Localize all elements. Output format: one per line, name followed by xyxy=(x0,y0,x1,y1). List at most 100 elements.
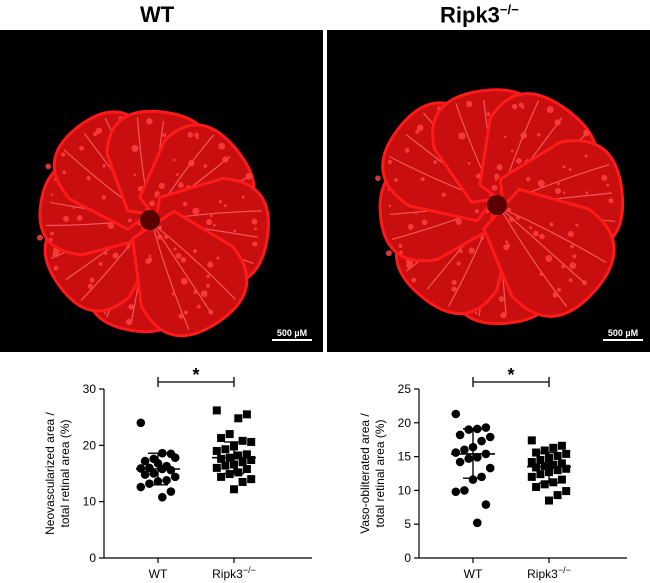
plot1-point xyxy=(553,466,562,475)
retina-ko-lobes xyxy=(375,88,625,326)
plot0-point xyxy=(221,461,230,470)
plot1-point xyxy=(536,455,545,464)
plot0-point xyxy=(238,458,247,467)
plot0-point xyxy=(234,451,243,460)
plot1-error-bar xyxy=(451,428,495,479)
plot1-point xyxy=(532,448,541,457)
plot0-point xyxy=(242,410,251,419)
plot1-ytick-label: 10 xyxy=(398,483,412,497)
plot1-point xyxy=(557,459,566,468)
panel-title-wt: WT xyxy=(140,2,175,27)
plot0-point xyxy=(247,437,256,446)
plot0-point xyxy=(225,430,234,439)
plot1-point xyxy=(473,452,482,462)
plot1-point xyxy=(549,460,558,469)
plot0-point xyxy=(136,418,146,428)
scale-bar-wt: 500 µM xyxy=(272,328,312,341)
panel-title-ripk3: Ripk3−/− xyxy=(440,2,519,28)
plot1-point xyxy=(464,454,473,463)
retina-micrograph-wt: 500 µM xyxy=(0,30,323,352)
plot0-point xyxy=(221,445,230,454)
retina-flatmount-ripk3 xyxy=(375,88,625,326)
plot0-point xyxy=(166,487,176,496)
plot1-point xyxy=(477,436,486,446)
neovascularized-area-plot: Neovascularized area / total retinal area… xyxy=(43,365,312,581)
plot0-point xyxy=(212,446,221,455)
retina-wt-lobe xyxy=(130,209,249,338)
plot1-ylabel-line: Vaso-obliterated area / xyxy=(358,413,372,534)
plot1-category-label: Ripk3−/− xyxy=(527,565,571,581)
plot1-point xyxy=(540,480,549,489)
retina-wt-optic-disc xyxy=(140,210,160,230)
plot0-ytick-label: 20 xyxy=(83,438,97,452)
plot1-ytick-label: 0 xyxy=(404,551,411,565)
plot0-point xyxy=(238,436,247,445)
plot1-ytick-label: 15 xyxy=(398,450,412,464)
plot0-point xyxy=(162,475,171,485)
retina-wt-lobes xyxy=(36,109,270,338)
plot0-point xyxy=(242,464,251,473)
plot0-point xyxy=(247,475,256,484)
plot0-category-label: Ripk3−/− xyxy=(212,565,256,581)
plot1-point xyxy=(562,487,571,496)
plot0-point xyxy=(238,477,247,486)
plot1-ytick-label: 20 xyxy=(398,416,412,430)
plot0-point xyxy=(140,470,150,479)
plot1-point xyxy=(527,436,536,445)
retina-micrograph-ripk3: 500 µM xyxy=(327,30,650,352)
plot0-point xyxy=(247,455,256,464)
plot1-point xyxy=(549,443,558,452)
plot1-point xyxy=(540,446,549,455)
retina-flatmount-wt xyxy=(36,109,270,338)
plot1-point xyxy=(455,430,465,440)
plot0-ytick-label: 0 xyxy=(89,551,96,565)
plot0-ylabel-line: Neovascularized area / xyxy=(43,411,57,534)
plot1-ylabel-line: total retinal area (%) xyxy=(373,419,387,527)
plot0-point xyxy=(149,469,158,478)
plot0-point xyxy=(166,465,176,475)
plot1-point xyxy=(536,470,545,479)
plot0-point xyxy=(217,454,226,463)
plot1-point xyxy=(468,475,478,484)
plot0-ytick-label: 30 xyxy=(83,382,97,396)
plot0-point xyxy=(212,406,221,415)
plot1-significance-bracket xyxy=(472,377,550,387)
plot0-point xyxy=(230,485,238,494)
plot0-point xyxy=(242,450,251,459)
plot0-point xyxy=(170,453,180,463)
plot0-significance-bracket xyxy=(157,377,235,387)
plot0-point xyxy=(140,456,150,466)
plot0-point xyxy=(170,472,180,482)
plot0-significance-star: * xyxy=(192,365,199,385)
plot0-point xyxy=(145,479,154,488)
plot1-point xyxy=(553,451,562,460)
plot0-point xyxy=(217,472,226,481)
plot1-point xyxy=(557,441,566,450)
plot1-ytick-label: 5 xyxy=(404,517,411,531)
retina-ko-lobe xyxy=(482,187,616,318)
plot1-point xyxy=(451,487,461,497)
plot0-point xyxy=(234,468,243,477)
plot1-point xyxy=(527,472,536,481)
plot0-point xyxy=(158,492,167,502)
plot1-point xyxy=(532,483,541,492)
plot1-point xyxy=(455,457,465,467)
plot1-point xyxy=(451,409,461,419)
plot0-ylabel-line: total retinal area (%) xyxy=(58,419,72,527)
plot0-error-bar xyxy=(136,452,180,486)
plot1-series-0 xyxy=(451,409,495,528)
plot0-error-bar xyxy=(212,441,256,475)
plot1-point xyxy=(460,445,469,455)
plot0-ytick-label: 10 xyxy=(83,495,97,509)
plot1-point xyxy=(485,432,495,442)
plot1-point xyxy=(527,458,536,467)
plot1-point xyxy=(545,496,553,505)
plot1-error-bar xyxy=(527,451,571,484)
plot0-series-0 xyxy=(136,418,180,502)
plot1-point xyxy=(562,449,571,458)
plot1-point xyxy=(562,464,571,473)
plot0-point xyxy=(212,463,221,472)
plot1-point xyxy=(460,486,469,495)
plot1-significance-star: * xyxy=(507,365,514,385)
plot1-point xyxy=(485,463,495,473)
